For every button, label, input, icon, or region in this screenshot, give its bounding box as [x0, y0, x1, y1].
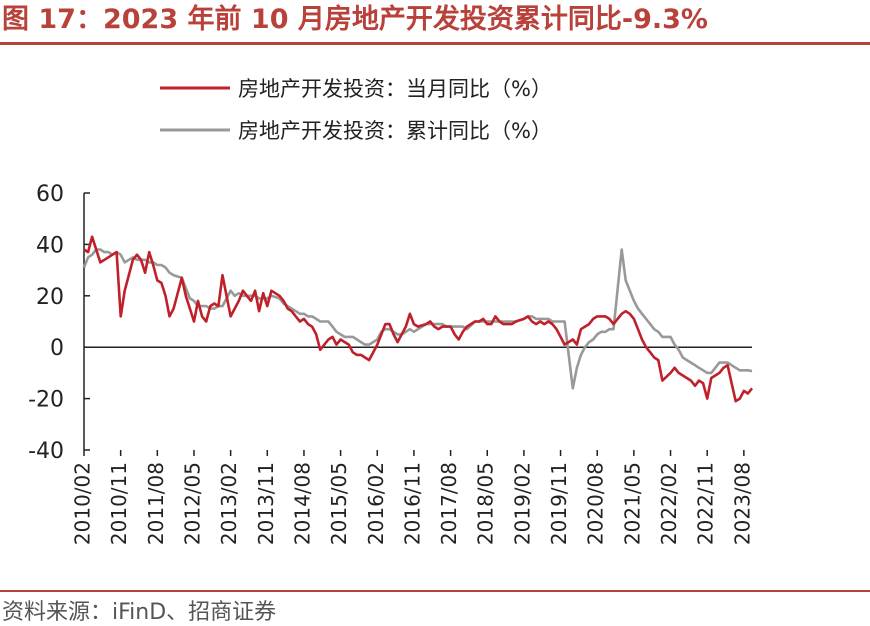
x-tick-label: 2015/05 — [327, 462, 351, 545]
figure-title: 图 17：2023 年前 10 月房地产开发投资累计同比-9.3% — [2, 4, 708, 35]
x-tick-label: 2012/05 — [180, 462, 204, 545]
source-rule — [0, 590, 870, 592]
x-tick-label: 2022/11 — [694, 462, 718, 545]
x-tick-label: 2016/11 — [400, 462, 424, 545]
x-tick-label: 2014/08 — [290, 462, 314, 545]
line-chart: 房地产开发投资：当月同比（%） 房地产开发投资：累计同比（%） -40 -20 0 20 4… — [28, 77, 754, 545]
x-tick-label: 2021/05 — [620, 462, 644, 545]
y-tick-label: 20 — [36, 285, 64, 310]
x-tick-label: 2013/02 — [217, 462, 241, 545]
x-tick-label: 2013/11 — [254, 462, 278, 545]
x-tick-label: 2010/02 — [71, 462, 95, 545]
title-rule — [0, 42, 870, 45]
x-tick-label: 2019/02 — [510, 462, 534, 545]
x-tick-label: 2017/08 — [437, 462, 461, 545]
x-tick-label: 2018/05 — [474, 462, 498, 545]
x-tick-label: 2022/02 — [657, 462, 681, 545]
x-tick-label: 2016/02 — [364, 462, 388, 545]
x-tick-label: 2019/11 — [547, 462, 571, 545]
y-tick-label: -20 — [28, 388, 64, 413]
series-line-cumulative-yoy — [82, 248, 753, 390]
x-tick-label: 2010/11 — [107, 462, 131, 545]
source-note: 资料来源：iFinD、招商证券 — [2, 600, 277, 625]
x-tick-label: 2020/08 — [584, 462, 608, 545]
y-tick-label: 40 — [36, 233, 64, 258]
series-line-monthly-yoy — [83, 235, 754, 403]
legend-label-2: 房地产开发投资：累计同比（%） — [238, 119, 552, 143]
y-tick-label: 0 — [50, 336, 64, 361]
legend-label-1: 房地产开发投资：当月同比（%） — [238, 77, 552, 101]
x-tick-label: 2023/08 — [730, 462, 754, 545]
y-tick-label: 60 — [36, 182, 64, 207]
y-tick-label: -40 — [28, 439, 64, 464]
x-tick-label: 2011/08 — [144, 462, 168, 545]
